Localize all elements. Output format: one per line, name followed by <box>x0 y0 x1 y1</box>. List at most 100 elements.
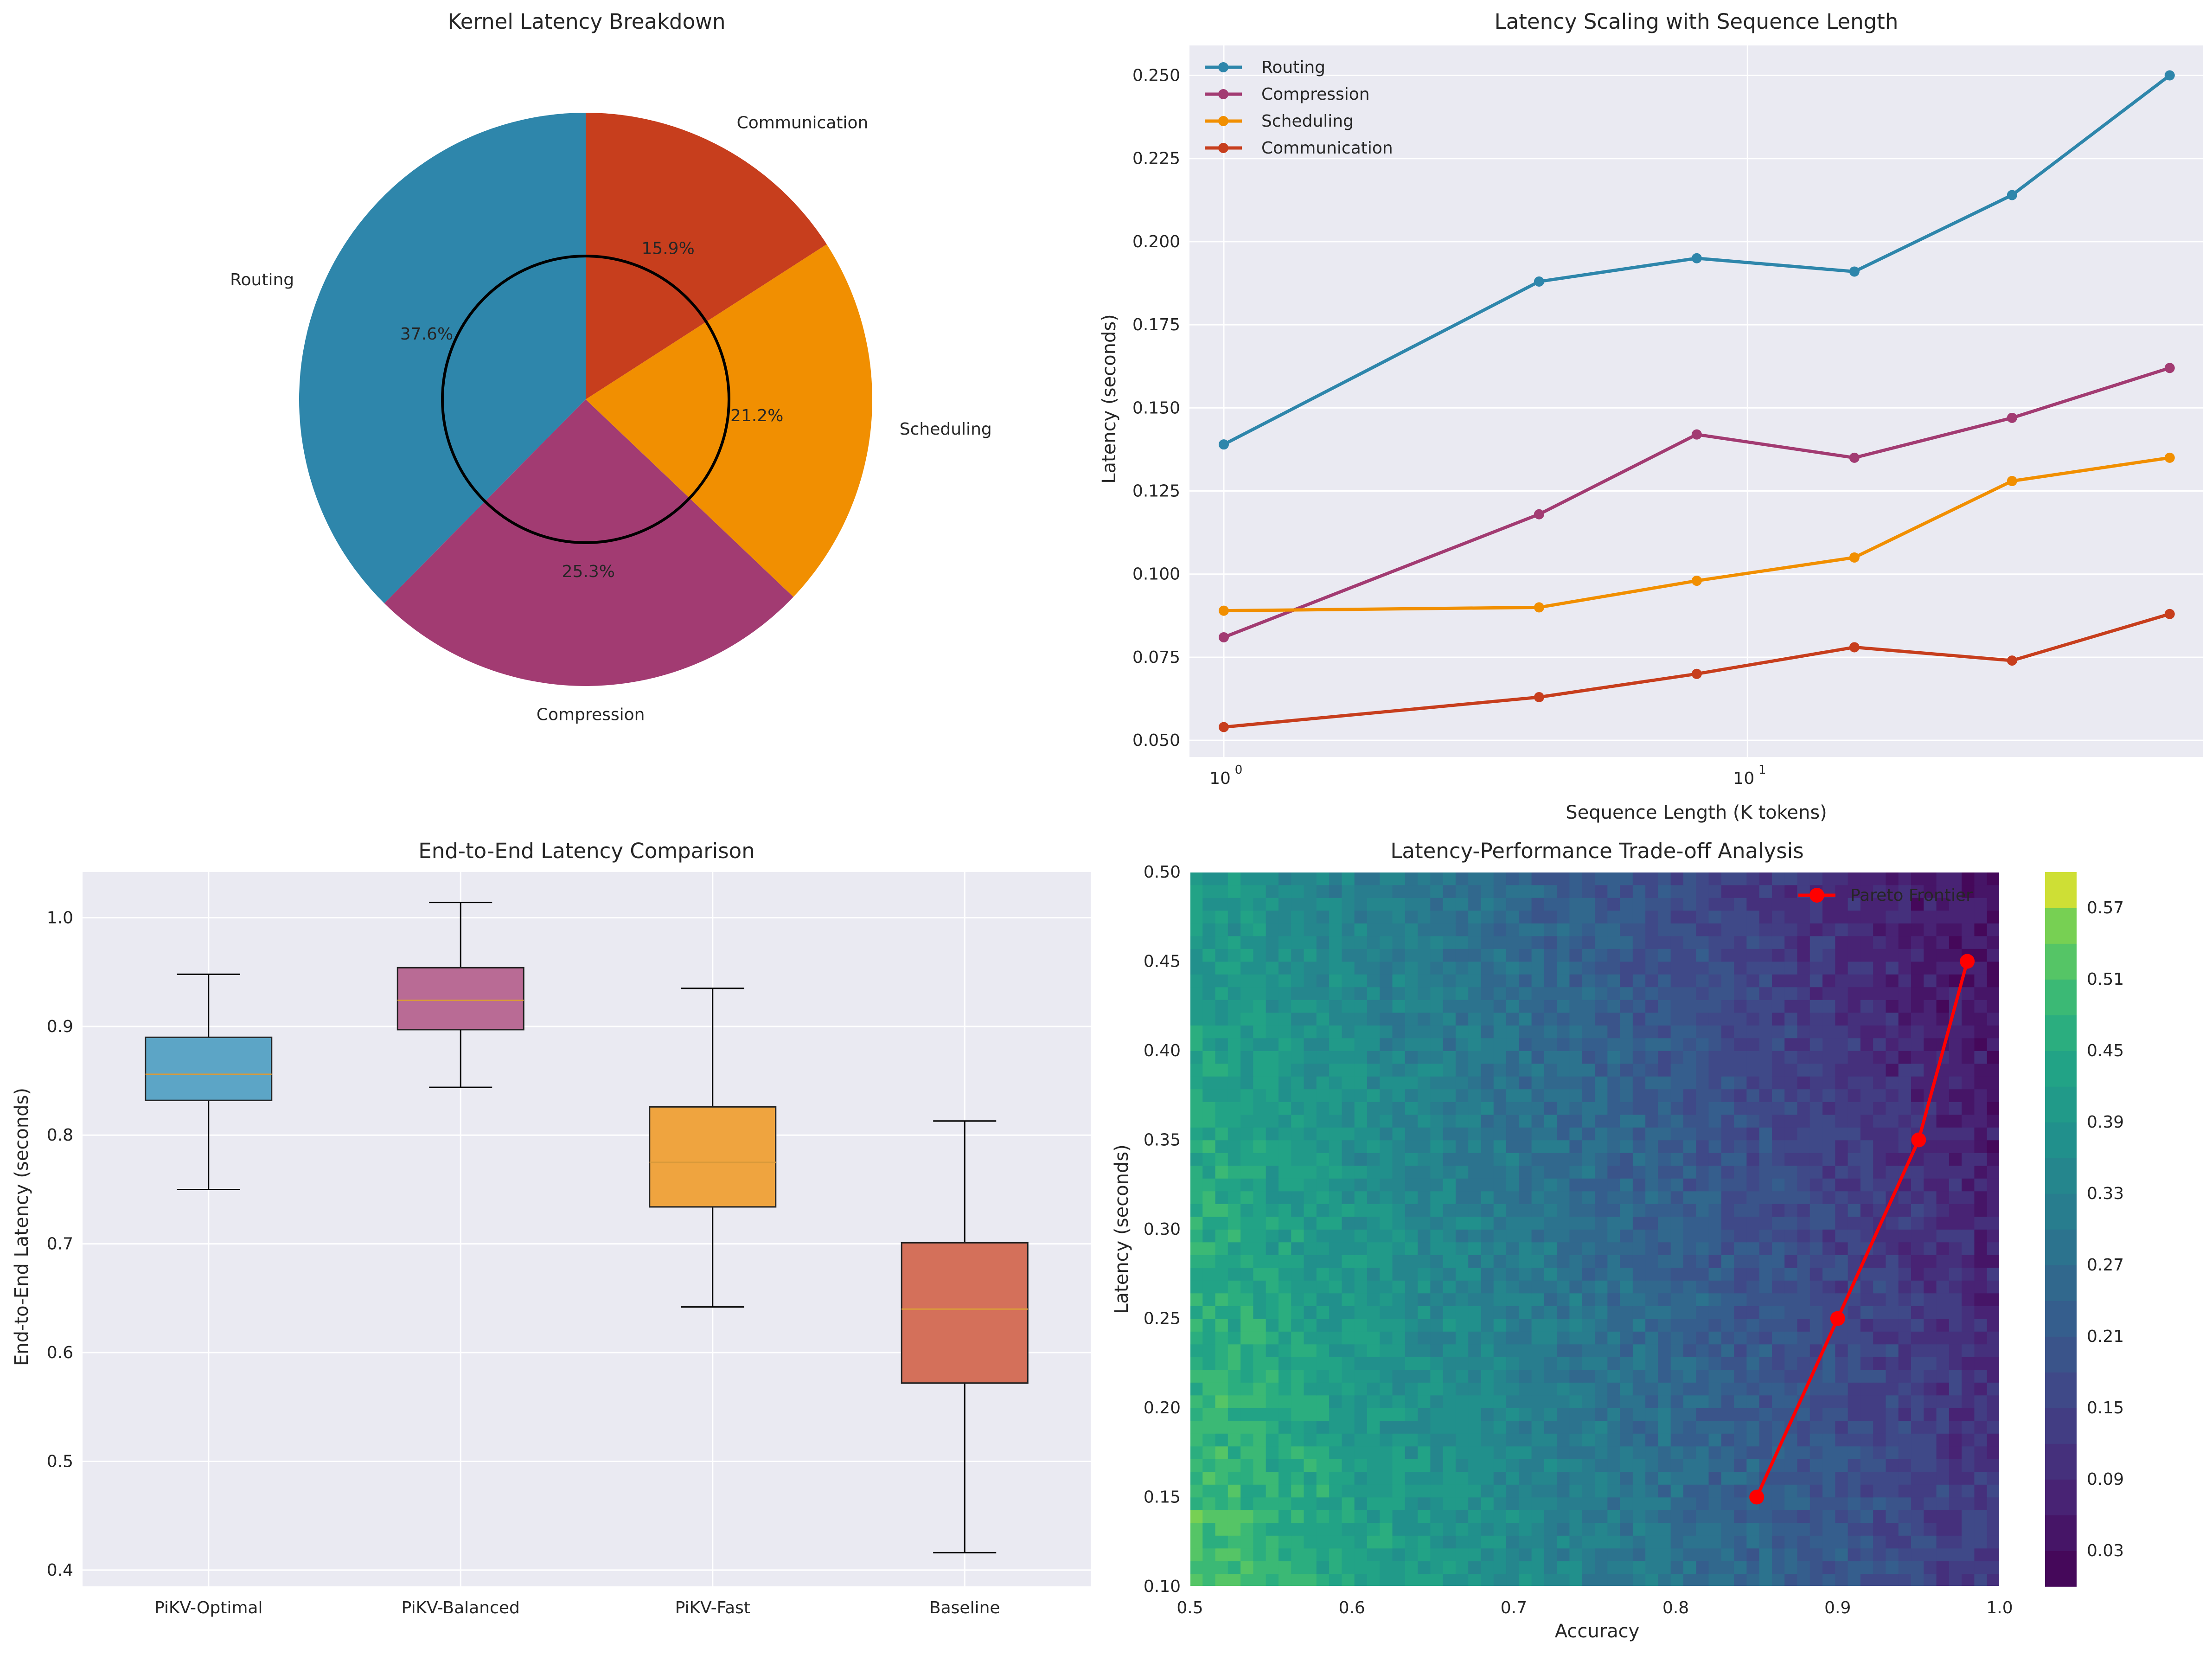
contour-cell <box>1481 1433 1494 1447</box>
contour-cell <box>1886 1573 1899 1586</box>
contour-cell <box>1962 1216 1975 1230</box>
contour-cell <box>1683 872 1697 885</box>
contour-cell <box>1911 1191 1924 1204</box>
contour-cell <box>1987 1382 2000 1396</box>
contour-cell <box>1911 1051 1924 1064</box>
contour-cell <box>1367 898 1381 911</box>
contour-cell <box>1278 1446 1292 1459</box>
contour-cell <box>1455 1306 1469 1319</box>
contour-cell <box>1215 987 1228 1000</box>
box-xtick-label: PiKV-Balanced <box>402 1598 520 1617</box>
contour-cell <box>1771 872 1785 885</box>
contour-cell <box>1392 1127 1406 1141</box>
contour-cell <box>1278 949 1292 962</box>
contour-cell <box>1380 1548 1393 1561</box>
contour-cell <box>1911 1420 1924 1434</box>
contour-cell <box>1354 1089 1368 1102</box>
contour-cell <box>1506 1446 1520 1459</box>
contour-cell <box>1734 1178 1747 1192</box>
contour-cell <box>1468 1573 1482 1586</box>
contour-cell <box>1519 961 1532 975</box>
contour-cell <box>1544 1497 1557 1510</box>
contour-cell <box>1443 987 1456 1000</box>
contour-cell <box>1835 1510 1848 1523</box>
contour-cell <box>1696 1140 1709 1153</box>
contour-cell <box>1569 872 1583 885</box>
contour-cell <box>1759 1344 1772 1357</box>
contour-cell <box>1936 1395 1950 1408</box>
contour-cell <box>1683 1255 1697 1268</box>
contour-cell <box>1936 1127 1950 1141</box>
contour-cell <box>1304 1548 1317 1561</box>
contour-cell <box>1544 1306 1557 1319</box>
contour-cell <box>1809 949 1823 962</box>
contour-cell <box>1658 1535 1671 1549</box>
contour-cell <box>1519 1408 1532 1421</box>
contour-cell <box>1531 1459 1545 1472</box>
contour-cell <box>1936 1089 1950 1102</box>
contour-cell <box>1342 1382 1355 1396</box>
contour-cell <box>1759 1191 1772 1204</box>
contour-cell <box>1670 1038 1684 1051</box>
contour-cell <box>1620 1140 1633 1153</box>
contour-cell <box>1987 1408 2000 1421</box>
contour-cell <box>1468 1114 1482 1128</box>
contour-cell <box>1860 1293 1873 1306</box>
pareto-line <box>1755 961 1969 1498</box>
contour-cell <box>1240 1076 1254 1090</box>
contour-cell <box>1278 1165 1292 1179</box>
contour-cell <box>1822 949 1836 962</box>
contour-cell <box>1569 1331 1583 1345</box>
contour-cell <box>1936 1484 1950 1498</box>
contour-cell <box>1443 910 1456 924</box>
contour-cell <box>1569 1510 1583 1523</box>
contour-cell <box>1392 1420 1406 1434</box>
contour-cell <box>1418 1229 1431 1243</box>
contour-cell <box>1215 1331 1228 1345</box>
colorbar-band <box>2045 1158 2077 1194</box>
contour-cell <box>1304 1012 1317 1026</box>
contour-cell <box>1595 1178 1608 1192</box>
contour-cell <box>1405 1293 1418 1306</box>
contour-cell <box>1418 923 1431 937</box>
contour-cell <box>1418 961 1431 975</box>
contour-cell <box>1380 1038 1393 1051</box>
contour-cell <box>1354 1255 1368 1268</box>
contour-cell <box>1797 1433 1810 1447</box>
contour-cell <box>1544 1140 1557 1153</box>
contour-cell <box>1734 1573 1747 1586</box>
contour-cell <box>1848 1484 1861 1498</box>
contour-cell <box>1848 1344 1861 1357</box>
contour-cell <box>1987 1306 2000 1319</box>
line-point-communication <box>1849 642 1860 653</box>
contour-cell <box>1190 1242 1203 1255</box>
contour-cell <box>1721 987 1734 1000</box>
box-ylabel: End-to-End Latency (seconds) <box>11 1088 32 1366</box>
contour-cell <box>1253 1522 1266 1536</box>
contour-cell <box>1430 1114 1444 1128</box>
contour-cell <box>1658 1089 1671 1102</box>
contour-cell <box>1784 1191 1798 1204</box>
contour-cell <box>1405 1102 1418 1115</box>
contour-cell <box>1873 1357 1886 1370</box>
colorbar-tick-label: 0.21 <box>2087 1327 2124 1346</box>
contour-cell <box>1607 885 1621 898</box>
contour-cell <box>1405 1140 1418 1153</box>
contour-cell <box>1291 1191 1304 1204</box>
contour-cell <box>1443 1127 1456 1141</box>
contour-cell <box>1809 1178 1823 1192</box>
contour-cell <box>1771 923 1785 937</box>
contour-cell <box>1620 1331 1633 1345</box>
contour-cell <box>1380 1216 1393 1230</box>
contour-cell <box>1253 1012 1266 1026</box>
contour-cell <box>1924 1267 1937 1281</box>
contour-cell <box>1607 1395 1621 1408</box>
contour-cell <box>1822 1471 1836 1485</box>
contour-cell <box>1443 1395 1456 1408</box>
contour-cell <box>1392 910 1406 924</box>
contour-cell <box>1759 1561 1772 1574</box>
contour-cell <box>1898 1471 1912 1485</box>
contour-cell <box>1430 872 1444 885</box>
contour-cell <box>1708 1153 1722 1166</box>
contour-cell <box>1506 1165 1520 1179</box>
